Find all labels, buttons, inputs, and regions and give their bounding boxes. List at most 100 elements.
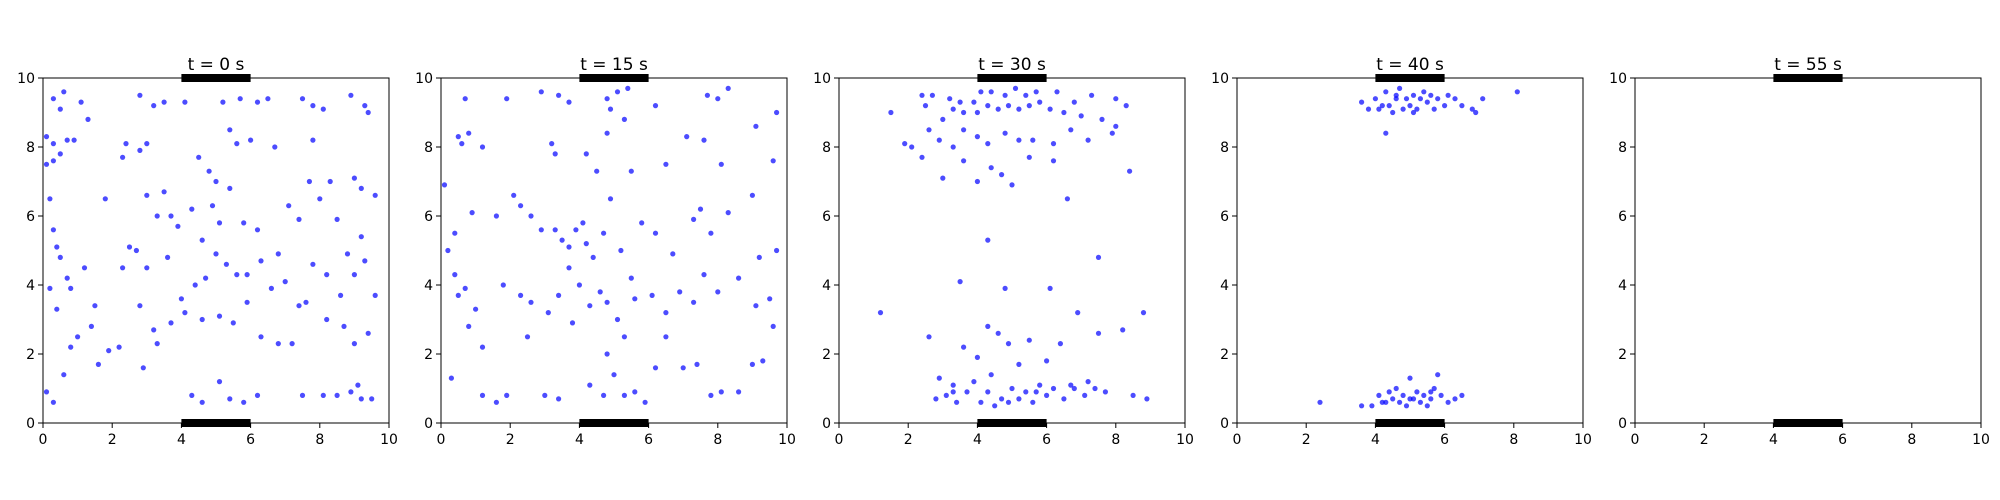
- agent-point: [324, 272, 330, 278]
- x-tick-label: 10: [1176, 432, 1194, 448]
- agent-point: [92, 303, 98, 309]
- agent-point: [919, 154, 925, 160]
- agent-point: [144, 192, 150, 198]
- subplot-t15: t = 15 s 0 2 4 6 8 10 0 2 4 6 8 10: [415, 55, 796, 448]
- agent-point: [632, 296, 638, 302]
- agent-point: [697, 206, 704, 212]
- agent-point: [971, 379, 977, 385]
- agent-point: [1376, 106, 1382, 112]
- x-tick-label: 8: [1111, 432, 1120, 448]
- x-tick-label: 4: [973, 432, 982, 448]
- agent-point: [1071, 99, 1077, 105]
- y-tick-label: 4: [822, 278, 831, 294]
- agent-point: [621, 334, 628, 340]
- agent-point: [1023, 92, 1029, 98]
- agent-point: [275, 251, 281, 257]
- agent-point: [718, 161, 724, 167]
- agent-point: [1445, 399, 1451, 405]
- x-tick-label: 0: [39, 432, 48, 448]
- agent-point: [552, 151, 558, 157]
- agent-point: [933, 396, 939, 402]
- agent-point: [203, 275, 209, 281]
- agent-point: [971, 99, 977, 105]
- agent-point: [995, 106, 1001, 112]
- agent-point: [538, 89, 544, 95]
- y-tick-label: 0: [26, 416, 35, 432]
- agent-point: [1095, 254, 1102, 260]
- agent-point: [303, 299, 309, 305]
- agent-point: [355, 382, 361, 388]
- agent-point: [1085, 379, 1091, 385]
- agent-point: [479, 392, 486, 398]
- agent-point: [663, 310, 669, 316]
- agent-point: [1442, 103, 1448, 109]
- agent-point: [306, 178, 312, 185]
- agent-point: [68, 344, 74, 350]
- agent-point: [1120, 327, 1126, 333]
- agent-point: [168, 320, 174, 326]
- agent-point: [61, 372, 67, 378]
- agent-point: [580, 220, 586, 226]
- agent-point: [985, 323, 991, 329]
- agent-point: [1033, 389, 1039, 395]
- agent-point: [614, 89, 621, 95]
- agent-point: [947, 96, 953, 102]
- agent-point: [1365, 106, 1372, 112]
- agent-point: [209, 203, 216, 209]
- agent-point: [1414, 389, 1420, 395]
- agent-point: [126, 244, 133, 250]
- y-tick-label: 2: [1618, 347, 1627, 363]
- agent-point: [241, 399, 247, 405]
- y-tick-label: 4: [1220, 278, 1229, 294]
- agent-point: [1005, 103, 1012, 109]
- agent-point: [1044, 392, 1050, 398]
- agent-point: [1071, 385, 1077, 392]
- subplot-title: t = 55 s: [1774, 55, 1842, 75]
- agent-point: [493, 399, 499, 405]
- subplot-t55: t = 55 s 0 2 4 6 8 10 0 2 4 6 8 10: [1609, 55, 1990, 448]
- agent-point: [64, 275, 70, 281]
- agent-point: [1428, 389, 1434, 395]
- y-tick-label: 6: [822, 209, 831, 225]
- y-tick-label: 2: [1220, 347, 1229, 363]
- agent-point: [50, 96, 57, 102]
- agent-point: [670, 251, 676, 257]
- y-tick-label: 0: [424, 416, 433, 432]
- agent-point: [566, 244, 572, 250]
- agent-point: [708, 392, 714, 398]
- agent-point: [1026, 337, 1032, 343]
- agent-point: [950, 389, 956, 395]
- agent-point: [545, 310, 551, 316]
- agent-point: [182, 310, 188, 316]
- agent-point: [258, 258, 264, 264]
- agent-point: [1016, 361, 1022, 367]
- subplot-t40: t = 40 s 0 2 4 6 8 10 0 2 4 6 8 10: [1211, 55, 1592, 448]
- agent-point: [57, 254, 63, 260]
- agent-point: [1397, 399, 1403, 405]
- agent-point: [227, 396, 233, 402]
- agent-point: [770, 323, 776, 329]
- y-tick-label: 4: [26, 278, 35, 294]
- subplot-title: t = 0 s: [188, 55, 245, 75]
- agent-point: [61, 89, 67, 95]
- y-tick-label: 10: [813, 71, 831, 87]
- agent-point: [227, 185, 233, 191]
- agent-point: [168, 213, 174, 219]
- agent-point: [154, 213, 160, 219]
- y-tick-label: 0: [1220, 416, 1229, 432]
- agent-point: [50, 227, 57, 233]
- agent-point: [47, 196, 53, 202]
- agent-point: [1376, 392, 1382, 398]
- agent-point: [642, 399, 648, 405]
- agent-point: [441, 182, 448, 188]
- agent-point: [736, 389, 742, 395]
- agent-point: [1127, 168, 1133, 174]
- agent-point: [1002, 92, 1008, 98]
- agent-point: [663, 161, 669, 167]
- x-tick-label: 0: [1631, 432, 1640, 448]
- agent-point: [1075, 310, 1081, 316]
- agent-point: [985, 237, 991, 243]
- agent-point: [999, 396, 1005, 402]
- agent-point: [500, 282, 506, 288]
- agent-point: [511, 192, 517, 198]
